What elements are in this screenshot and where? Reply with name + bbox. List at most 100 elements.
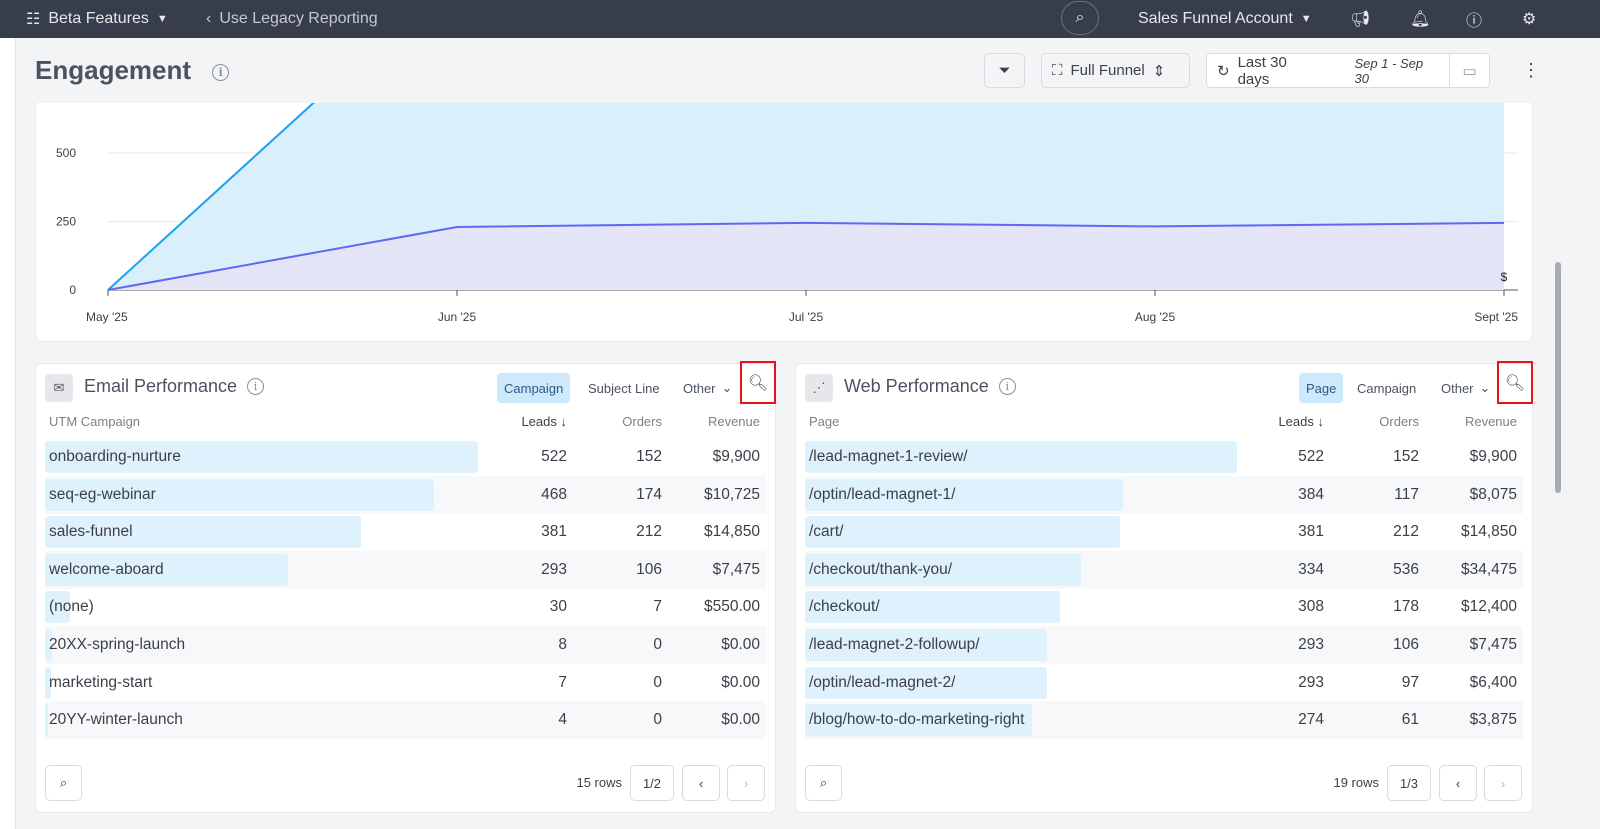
tab-label: Campaign (1357, 380, 1417, 396)
card-title: Email Performance i (84, 376, 265, 397)
table-row[interactable]: /cart/381 212 $14,850 (805, 513, 1523, 551)
account-menu[interactable]: Sales Funnel Account ▼ (1138, 0, 1312, 38)
cell-orders: 117 (1394, 485, 1419, 503)
search-button[interactable]: ⌕ (1061, 1, 1099, 35)
cell-leads: 384 (1298, 485, 1324, 503)
table-row[interactable]: 20YY-winter-launch 4 0 $0.00 (45, 701, 766, 740)
settings-button[interactable]: ⚙ (1522, 0, 1536, 38)
tab-campaign[interactable]: Campaign (1350, 373, 1423, 403)
calendar-icon[interactable]: ▭ (1449, 54, 1489, 87)
legacy-label: Use Legacy Reporting (219, 10, 378, 27)
legacy-reporting-link[interactable]: ‹ Use Legacy Reporting (206, 0, 378, 38)
table-row[interactable]: sales-funnel 381 212 $14,850 (45, 513, 766, 551)
column-header: Page (809, 414, 840, 429)
table-row[interactable]: /checkout/308 178 $12,400 (805, 588, 1523, 626)
leads-bar (45, 666, 51, 699)
cell-orders: 174 (636, 485, 662, 503)
row-count: 19 rows (1333, 775, 1379, 790)
cell-orders: 178 (1393, 598, 1419, 616)
tab-campaign[interactable]: Campaign (497, 373, 571, 403)
prev-page-button[interactable]: ‹ (1439, 765, 1477, 801)
table-row[interactable]: /lead-magnet-1-review/522 152 $9,900 (805, 438, 1523, 476)
page-indicator[interactable]: 1/2 (630, 765, 674, 801)
tab-label: Page (1306, 380, 1337, 396)
scrollbar[interactable] (1553, 103, 1563, 829)
cell-revenue: $0.00 (721, 711, 760, 729)
series-2-area (108, 222, 1504, 290)
table-row[interactable]: welcome-aboard 293 106 $7,475 (45, 550, 766, 589)
row-label: onboarding-nurture (49, 448, 181, 465)
next-page-button[interactable]: › (1484, 765, 1522, 801)
x-tick-label: Jul '25 (789, 310, 824, 324)
row-label: /cart/ (809, 523, 844, 541)
search-icon: ⌕ (59, 775, 68, 790)
cell-orders: 0 (653, 711, 662, 729)
leads-bar (805, 516, 1121, 549)
scrollbar-thumb[interactable] (1555, 262, 1561, 493)
date-range-picker[interactable]: ↻ Last 30 days Sep 1 - Sep 30 ▭ (1206, 53, 1490, 88)
tab-label: Subject Line (588, 380, 660, 396)
column-header[interactable]: Leads ↓ (1278, 414, 1324, 429)
cell-revenue: $8,075 (1469, 485, 1517, 503)
tab-other[interactable]: Other ⌄ (676, 373, 739, 403)
column-header[interactable]: Leads ↓ (521, 414, 567, 429)
table-row[interactable]: /lead-magnet-2-followup/293 106 $7,475 (805, 626, 1523, 664)
cell-revenue: $550.00 (703, 598, 760, 616)
cell-revenue: $9,900 (712, 448, 760, 465)
table-row[interactable]: marketing-start 7 0 $0.00 (45, 664, 766, 702)
help-button[interactable]: ⓘ (1466, 0, 1482, 38)
table-row[interactable]: onboarding-nurture 522 152 $9,900 (45, 438, 766, 476)
table-row[interactable]: seq-eg-webinar 468 174 $10,725 (45, 475, 766, 514)
page-header: Engagement i ⏷ ⛶ Full Funnel ⇕ ↻ Last 30 da… (16, 38, 1552, 103)
table-row[interactable]: 20XX-spring-launch 8 0 $0.00 (45, 626, 766, 664)
cell-leads: 522 (1298, 448, 1324, 465)
notifications-button[interactable]: 🔔︎ (1410, 0, 1430, 38)
filter-button[interactable]: ⏷ (984, 53, 1025, 88)
chevron-left-icon: ‹ (206, 10, 212, 27)
announcements-button[interactable]: 📢︎ (1350, 0, 1370, 38)
info-icon[interactable]: i (247, 378, 265, 395)
search-icon: ⌕ (1075, 9, 1085, 26)
card-title: Web Performance i (844, 376, 1016, 397)
leads-bar (45, 629, 52, 661)
info-icon[interactable]: i (212, 63, 230, 81)
x-tick-label: Jun '25 (438, 310, 477, 324)
row-label: (none) (49, 598, 94, 616)
table-row[interactable]: (none) 30 7 $550.00 (45, 588, 766, 626)
explore-button[interactable]: 🔍︎ (1497, 361, 1533, 404)
row-label: /blog/how-to-do-marketing-right (809, 711, 1025, 729)
chevron-right-icon: › (743, 775, 749, 791)
tab-page[interactable]: Page (1299, 373, 1344, 403)
tab-other[interactable]: Other ⌄ (1434, 373, 1497, 403)
next-page-button[interactable]: › (727, 765, 765, 801)
column-header: Orders (1379, 414, 1419, 429)
search-table-button[interactable]: ⌕ (805, 765, 842, 801)
table-row[interactable]: /blog/how-to-do-marketing-right 274 61 $3,8… (805, 701, 1523, 740)
more-options-icon[interactable]: ⋮ (1522, 60, 1540, 80)
cell-revenue: $9,900 (1469, 448, 1517, 465)
zoom-chart-icon: 🔍︎ (747, 374, 769, 392)
tab-subject-line[interactable]: Subject Line (581, 373, 667, 403)
row-label: 20XX-spring-launch (49, 636, 186, 653)
engagement-chart: May '25 Jun '25 Jul '25 Aug '25 Sept '25 0 250… (35, 60, 1533, 342)
explore-button[interactable]: 🔍︎ (740, 361, 776, 404)
page-indicator[interactable]: 1/3 (1387, 765, 1431, 801)
email-icon: ✉ (45, 374, 73, 402)
search-table-button[interactable]: ⌕ (45, 765, 82, 801)
table-row[interactable]: /optin/lead-magnet-1/384 117 $8,075 (805, 475, 1523, 514)
cell-revenue: $14,850 (1460, 523, 1517, 541)
beta-features-menu[interactable]: ☷ Beta Features ▼ (26, 0, 168, 38)
info-icon[interactable]: i (998, 378, 1016, 395)
cell-revenue: $12,400 (1460, 598, 1517, 616)
prev-page-button[interactable]: ‹ (682, 765, 720, 801)
megaphone-icon: 📢︎ (1350, 11, 1371, 28)
cell-revenue: $10,725 (703, 485, 760, 503)
row-label: sales-funnel (49, 523, 133, 541)
funnel-select[interactable]: ⛶ Full Funnel ⇕ (1041, 53, 1190, 88)
cell-orders: 97 (1401, 673, 1419, 691)
table-row[interactable]: /optin/lead-magnet-2/293 97 $6,400 (805, 664, 1523, 702)
y-tick-label: 0 (69, 283, 76, 297)
row-label: seq-eg-webinar (49, 485, 156, 503)
row-label: /checkout/thank-you/ (809, 560, 953, 578)
table-row[interactable]: /checkout/thank-you/334 536 $34,475 (805, 550, 1523, 589)
